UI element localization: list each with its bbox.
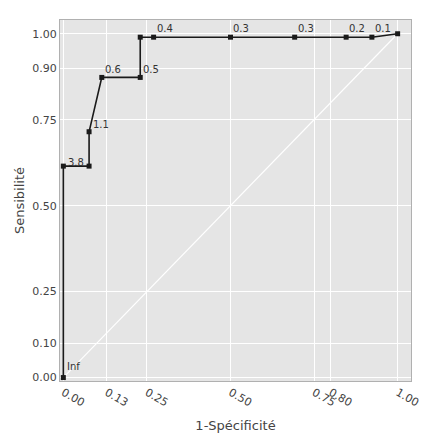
svg-text:0.3: 0.3 (298, 23, 314, 34)
svg-text:0.50: 0.50 (32, 200, 57, 213)
svg-text:0.4: 0.4 (157, 23, 173, 34)
svg-text:1.00: 1.00 (393, 386, 421, 410)
svg-text:0.90: 0.90 (32, 62, 57, 75)
svg-text:0.75: 0.75 (32, 114, 57, 127)
svg-text:0.80: 0.80 (327, 386, 355, 410)
svg-text:0.00: 0.00 (32, 371, 57, 384)
svg-text:0.13: 0.13 (103, 386, 131, 410)
svg-text:0.10: 0.10 (32, 337, 57, 350)
svg-text:0.5: 0.5 (143, 64, 159, 75)
svg-text:0.3: 0.3 (233, 23, 249, 34)
svg-text:0.25: 0.25 (143, 386, 171, 410)
svg-text:0.75: 0.75 (310, 386, 338, 410)
svg-text:1-Spécificité: 1-Spécificité (195, 418, 275, 433)
svg-text:0.00: 0.00 (59, 386, 87, 410)
svg-text:0.6: 0.6 (105, 64, 121, 75)
svg-text:0.25: 0.25 (32, 285, 57, 298)
svg-text:Inf: Inf (67, 361, 80, 372)
svg-text:0.2: 0.2 (349, 23, 365, 34)
svg-text:1.00: 1.00 (32, 28, 57, 41)
svg-text:1.1: 1.1 (93, 119, 109, 130)
svg-text:0.1: 0.1 (375, 23, 391, 34)
svg-text:3.8: 3.8 (68, 157, 84, 168)
svg-text:0.50: 0.50 (226, 386, 254, 410)
svg-text:Sensibilité: Sensibilité (12, 167, 27, 234)
